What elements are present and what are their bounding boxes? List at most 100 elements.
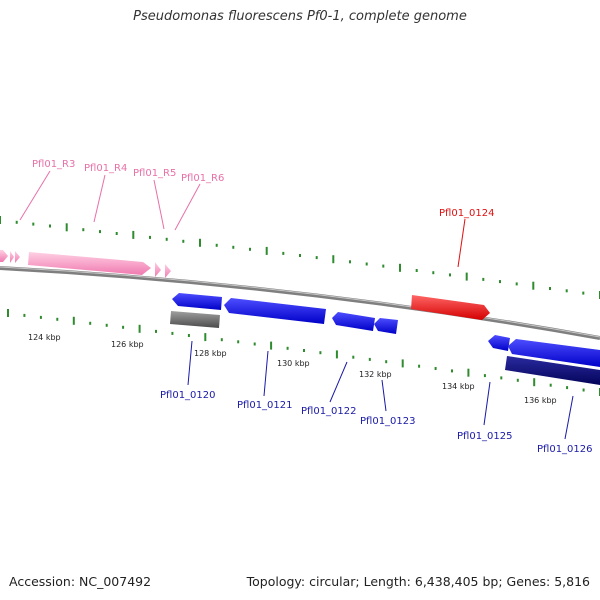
gene-arrow-pfl01-0126[interactable] [508,339,600,367]
tick-bottom-minor [319,351,322,355]
genome-backbone [0,266,600,340]
tick-top-major [265,246,268,255]
tick-bottom-minor [549,383,552,387]
leader-lines [19,170,574,440]
tick-top-minor [382,264,385,268]
tick-bottom-minor [56,317,59,321]
tick-bottom-major [467,368,470,377]
label-pfl01-0125[interactable]: Pfl01_0125 [457,431,513,442]
tick-bottom-major [533,378,536,387]
tick-bottom-minor [253,342,256,346]
label-pfl01-0122[interactable]: Pfl01_0122 [301,406,357,417]
tick-bottom-minor [122,325,125,329]
tick-bottom-major [270,341,273,350]
tick-top-minor [282,251,285,255]
tick-bottom-minor [237,340,240,344]
gene-arrow-small-2[interactable] [15,251,20,263]
scale-label-128kbp: 128 kbp [194,349,227,358]
tick-bottom-minor [39,315,42,319]
leader-line-pfl01-r5 [153,179,165,230]
tick-top-major [65,223,68,232]
gene-arrow-pfl01-r3[interactable] [28,252,151,275]
tick-bottom-minor [451,369,453,373]
label-pfl01-r3[interactable]: Pfl01_R3 [32,159,75,170]
genome-backbone-highlight [0,266,600,338]
tick-bottom-minor [385,360,388,364]
scale-label-136kbp: 136 kbp [524,396,557,405]
leader-line-pfl01-r3 [19,170,51,221]
tick-bottom-minor [418,364,421,368]
tick-top-minor [49,224,51,228]
gene-arrow-pfl01-0121[interactable] [224,298,326,324]
tick-top-major [199,238,201,247]
tick-top-minor [515,282,518,286]
genome-summary-text: Topology: circular; Length: 6,438,405 bp… [246,574,590,589]
tick-top-minor [299,254,301,257]
tick-bottom-minor [352,355,355,359]
tick-top-minor [565,289,568,293]
gene-block-gray[interactable] [170,311,220,328]
tick-bottom-minor [303,349,305,352]
tick-bottom-minor [89,321,92,325]
label-pfl01-0124[interactable]: Pfl01_0124 [439,208,495,219]
gene-arrow-pfl01-r5[interactable] [165,264,171,278]
tick-top-major [132,230,135,239]
gene-arrow-pfl01-r4[interactable] [155,262,161,277]
tick-top-minor [415,269,418,272]
gene-block-pfl01-0126-navy[interactable] [505,356,600,385]
tick-bottom-major [401,359,404,368]
tick-bottom-minor [220,338,223,342]
tick-top-minor [165,237,168,241]
leader-line-pfl01-r6 [174,183,201,231]
leader-line-pfl01-r4 [93,174,106,223]
label-pfl01-r6[interactable]: Pfl01_R6 [181,173,224,184]
tick-bottom-major [138,324,141,333]
tick-top-minor [432,271,435,275]
tick-bottom-minor [483,374,486,378]
scale-label-124kbp: 124 kbp [28,333,61,342]
tick-bottom-minor [434,367,437,370]
gene-arrow-pfl01-0120[interactable] [172,293,222,310]
gene-arrow-small-1[interactable] [10,251,14,263]
tick-top-major [0,216,1,224]
tick-top-major [532,281,535,290]
leader-line-pfl01-0124 [457,218,466,268]
tick-bottom-major [72,316,75,325]
tick-bottom-minor [500,376,503,380]
tick-top-minor [232,245,235,249]
tick-top-minor [549,287,551,290]
tick-bottom-major [204,333,207,342]
tick-top-minor [249,247,251,251]
label-pfl01-r5[interactable]: Pfl01_R5 [133,168,176,179]
tick-bottom-minor [155,329,157,333]
leader-line-pfl01-0121 [263,350,269,397]
gene-arrow-pfl01-0125[interactable] [488,335,510,351]
gene-arrow-pfl01-0123[interactable] [374,318,398,334]
tick-top-minor [182,239,185,243]
genome-title: Pseudomonas fluorescens Pf0-1, complete … [133,9,467,24]
leader-line-pfl01-0123 [381,379,387,412]
tick-top-minor [115,232,118,235]
tick-top-major [332,255,335,264]
leader-line-pfl01-0125 [483,381,491,426]
tick-bottom-major [7,309,9,317]
gene-arrow-pfl01-0124[interactable] [411,295,490,320]
tick-bottom-minor [516,378,519,382]
label-pfl01-0123[interactable]: Pfl01_0123 [360,416,416,427]
label-pfl01-0126[interactable]: Pfl01_0126 [537,444,593,455]
tick-top-minor [315,256,318,260]
label-pfl01-0120[interactable]: Pfl01_0120 [160,390,216,401]
label-pfl01-0121[interactable]: Pfl01_0121 [237,400,293,411]
scale-label-130kbp: 130 kbp [277,359,310,368]
label-pfl01-r4[interactable]: Pfl01_R4 [84,163,127,174]
tick-top-minor [15,220,18,224]
scale-label-134kbp: 134 kbp [442,382,475,391]
tick-top-major [399,263,401,272]
gene-arrow-pfl01-0122[interactable] [332,312,375,331]
gene-arrow-pfl01-r2[interactable] [0,250,8,262]
tick-top-minor [582,291,585,295]
tick-bottom-minor [368,357,371,361]
tick-bottom-minor [582,388,585,392]
tick-top-minor [82,228,85,232]
